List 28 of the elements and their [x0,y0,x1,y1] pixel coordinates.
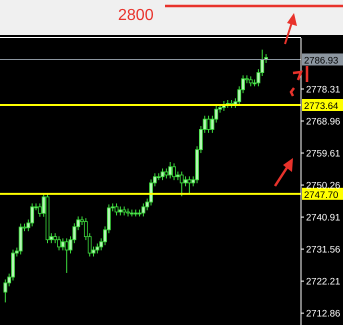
candlestick [172,162,176,181]
y-tick-label: 2759.61 [306,148,340,160]
ref-line-label: 2786.93 [304,55,338,66]
text: 2800 [118,6,154,26]
ref-line-label: 2773.64 [304,100,338,112]
y-tick-label: 2740.91 [306,212,340,224]
candlestick [187,176,192,196]
candlestick [64,238,69,274]
candlestick [141,202,146,217]
y-tick-label: 2722.21 [306,276,340,288]
ref-line-label: 2747.70 [304,190,338,201]
candlestick [184,176,188,187]
candlestick [248,76,253,87]
candlestick [57,236,61,251]
candlestick [60,238,65,251]
y-tick-label: 2712.86 [306,308,340,320]
candlestick [114,202,118,216]
candlestick [168,161,172,179]
y-tick-label: 2731.56 [306,244,340,256]
y-tick-label: 2778.31 [306,84,340,96]
candlestick [30,202,34,227]
y-tick-label: 2768.96 [306,116,340,128]
candlestick [160,168,164,181]
candlestick [18,223,23,255]
candlestick [180,171,184,197]
candlestick [206,115,210,134]
candlestick [95,242,100,254]
candlestick [164,168,168,179]
